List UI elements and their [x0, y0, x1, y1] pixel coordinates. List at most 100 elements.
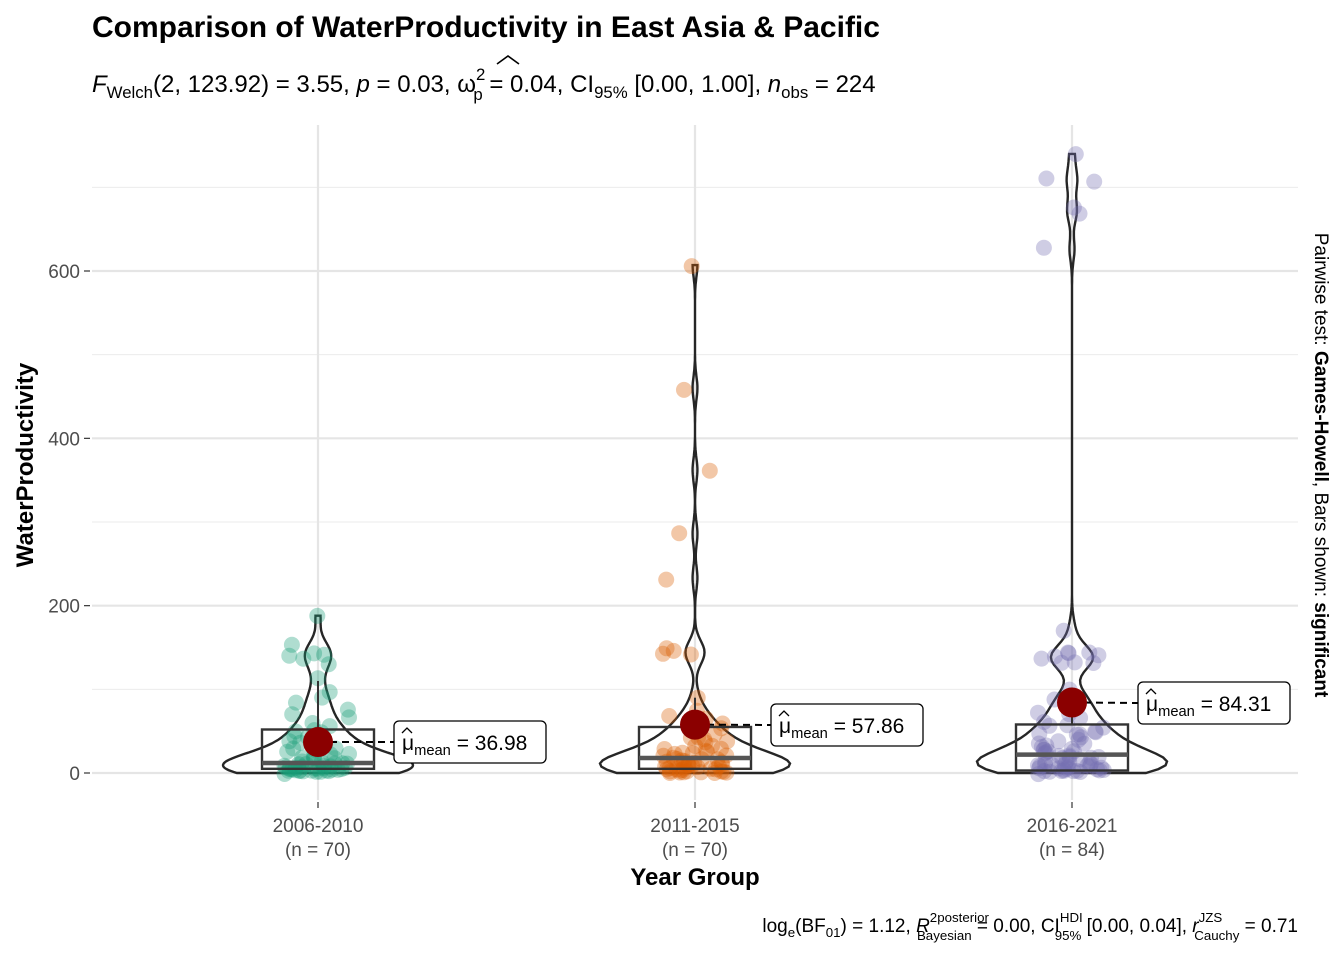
data-point	[658, 571, 675, 588]
violins	[221, 152, 1169, 775]
data-point	[1033, 650, 1050, 667]
data-point	[1057, 756, 1073, 773]
x-tick-count: (n = 84)	[1039, 840, 1105, 861]
data-point	[1085, 655, 1102, 671]
pairwise-middle: , Bars shown:	[1310, 482, 1331, 602]
bayes-caption: loge(BF01) = 1.12, R2posterior Bayesian =…	[762, 910, 1298, 943]
subtitle-n-symbol: n	[768, 71, 781, 98]
data-point	[658, 640, 675, 657]
data-point	[309, 670, 326, 687]
data-point	[682, 646, 699, 663]
data-point	[1033, 738, 1050, 755]
caption-r-sup2: posterior	[937, 910, 989, 925]
y-axis-ticks: 0 200 400 600	[48, 262, 90, 785]
box-2016-2021	[1014, 723, 1130, 772]
data-point	[1053, 654, 1070, 671]
means: μmean = 36.98 μmean = 57.86 μmean = 84.31	[303, 681, 1291, 764]
data-point	[676, 381, 692, 398]
data-point	[1060, 644, 1076, 661]
x-tick-label: 2006-2010	[273, 816, 364, 837]
data-point	[1090, 647, 1107, 664]
data-point	[706, 726, 723, 743]
subtitle-f-value: = 3.55,	[269, 71, 356, 98]
mean-point-2006-2010	[303, 727, 333, 758]
data-point	[662, 765, 678, 781]
data-point	[295, 763, 311, 780]
mean-point-2011-2015	[680, 709, 710, 740]
data-point	[295, 650, 312, 667]
data-point	[1037, 753, 1054, 770]
data-point	[661, 708, 678, 724]
y-tick-label: 200	[48, 597, 80, 618]
data-point	[697, 734, 714, 751]
data-point	[683, 258, 700, 275]
x-tick-label: 2011-2015	[650, 816, 739, 837]
data-point	[1070, 731, 1087, 748]
x-axis-title: Year Group	[630, 864, 759, 891]
data-point	[1038, 170, 1055, 187]
data-point	[288, 694, 304, 711]
data-point	[1072, 729, 1089, 746]
pairwise-shown: significant	[1310, 602, 1331, 698]
subtitle-ci-value: [0.00, 1.00],	[628, 71, 768, 98]
y-axis-title: WaterProductivity	[12, 362, 39, 567]
data-point	[656, 741, 673, 757]
data-point	[1076, 735, 1093, 752]
caption-ci-sub: 95%	[1055, 928, 1082, 943]
caption-bf-value: ) = 1.12,	[841, 916, 917, 937]
data-point	[321, 684, 338, 701]
data-point	[1093, 759, 1110, 776]
data-point	[1037, 756, 1053, 773]
pairwise-prefix: Pairwise test:	[1310, 233, 1331, 351]
y-tick-label: 0	[69, 764, 80, 785]
subtitle-p-symbol: p	[355, 71, 369, 98]
caption-rc-sup: JZS	[1199, 910, 1223, 925]
caption-rc-value: = 0.71	[1239, 916, 1298, 937]
data-point	[291, 763, 308, 779]
data-point	[671, 525, 688, 542]
data-point	[1030, 704, 1046, 721]
data-point	[1030, 766, 1047, 783]
x-tick-label: 2016-2021	[1027, 816, 1118, 837]
subtitle-ci-sub: 95%	[594, 83, 628, 102]
caption-r-sup: 2	[930, 910, 937, 925]
caption-r-sub: Bayesian	[917, 928, 972, 943]
mean-label-hat	[778, 710, 790, 717]
data-point	[1083, 755, 1099, 772]
data-point	[719, 733, 736, 750]
data-point	[320, 763, 337, 780]
data-point	[1046, 648, 1063, 665]
data-point	[1066, 654, 1083, 671]
caption-log-sub: e	[788, 925, 795, 940]
data-point	[304, 715, 321, 731]
mean-label-2011-2015: μmean = 57.86	[779, 715, 904, 742]
pairwise-label: Pairwise test: Games-Howell, Bars shown:…	[1310, 233, 1331, 698]
data-point	[1086, 173, 1103, 190]
caption-r-value: = 0.00, CI	[972, 916, 1060, 937]
mean-label-hat	[401, 727, 413, 734]
caption-rc-symbol: r	[1192, 916, 1199, 937]
data-point	[285, 740, 302, 757]
data-point	[341, 745, 357, 762]
data-point	[303, 762, 320, 779]
caption-ci-value: [0.00, 0.04],	[1081, 916, 1192, 937]
data-point	[655, 645, 671, 662]
caption-log: log	[762, 916, 787, 937]
mean-label-box-2006-2010	[393, 720, 547, 764]
data-point	[679, 763, 695, 780]
data-point	[1065, 199, 1082, 216]
mean-point-2016-2021	[1057, 687, 1087, 718]
caption-bf: (BF	[795, 916, 826, 937]
violin-2006-2010	[221, 614, 415, 775]
data-point	[1031, 725, 1048, 742]
data-point	[1087, 724, 1104, 741]
data-point	[1058, 753, 1075, 769]
data-point	[281, 733, 298, 750]
mean-label-box-2016-2021	[1137, 681, 1291, 725]
data-point	[1059, 760, 1076, 777]
data-point	[287, 762, 304, 779]
boxplots	[260, 680, 1130, 772]
data-point	[309, 607, 326, 624]
data-point	[341, 709, 357, 726]
